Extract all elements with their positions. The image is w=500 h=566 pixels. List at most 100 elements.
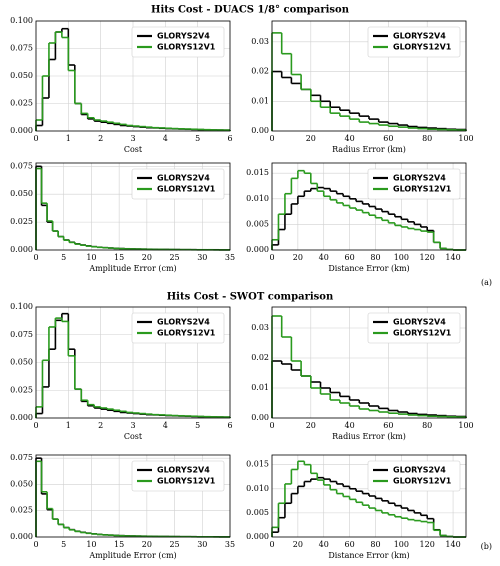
legend-label: GLORYS2V4 bbox=[393, 174, 446, 183]
legend-label: GLORYS12V1 bbox=[393, 329, 452, 338]
x-tick-label: 0 bbox=[269, 540, 274, 549]
y-tick-label: 0.01 bbox=[251, 96, 269, 105]
y-tick-label: 0.075 bbox=[10, 44, 33, 53]
x-axis-label: Amplitude Error (cm) bbox=[88, 551, 176, 560]
x-tick-label: 80 bbox=[370, 540, 380, 549]
y-tick-label: 0.005 bbox=[246, 219, 269, 228]
x-tick-label: 0 bbox=[269, 253, 274, 262]
legend-label: GLORYS12V1 bbox=[393, 43, 452, 52]
x-tick-label: 80 bbox=[370, 253, 380, 262]
x-tick-label: 100 bbox=[394, 253, 409, 262]
y-tick-label: 0.075 bbox=[10, 453, 33, 462]
legend-label: GLORYS2V4 bbox=[393, 466, 446, 475]
axes-frame bbox=[271, 162, 467, 251]
y-tick-label: 0.005 bbox=[246, 508, 269, 517]
x-tick-label: 120 bbox=[420, 253, 435, 262]
y-tick-label: 0.075 bbox=[10, 161, 33, 170]
y-tick-label: 0.000 bbox=[246, 532, 269, 541]
x-tick-label: 40 bbox=[345, 134, 355, 143]
x-axis-label: Distance Error (km) bbox=[328, 264, 409, 273]
y-tick-label: 0.010 bbox=[246, 194, 269, 203]
y-tick-label: 0.02 bbox=[251, 353, 269, 362]
x-tick-label: 1 bbox=[66, 421, 71, 430]
y-tick-label: 0.010 bbox=[246, 484, 269, 493]
y-tick-label: 0.100 bbox=[10, 16, 33, 25]
y-tick-label: 0.00 bbox=[251, 126, 269, 135]
x-tick-label: 60 bbox=[383, 421, 393, 430]
legend-label: GLORYS12V1 bbox=[393, 185, 452, 194]
axes-frame bbox=[35, 306, 231, 419]
x-tick-label: 4 bbox=[163, 421, 168, 430]
y-tick-label: 0.01 bbox=[251, 383, 269, 392]
x-tick-label: 15 bbox=[114, 540, 124, 549]
x-tick-label: 5 bbox=[195, 134, 200, 143]
x-tick-label: 60 bbox=[383, 134, 393, 143]
legend-box bbox=[131, 312, 225, 344]
x-tick-label: 80 bbox=[422, 421, 432, 430]
x-tick-label: 5 bbox=[195, 421, 200, 430]
x-tick-label: 100 bbox=[458, 134, 473, 143]
x-tick-label: 30 bbox=[197, 540, 207, 549]
x-tick-label: 120 bbox=[420, 540, 435, 549]
y-tick-label: 0.03 bbox=[251, 323, 269, 332]
legend-label: GLORYS2V4 bbox=[157, 32, 210, 41]
x-axis-label: Radius Error (km) bbox=[332, 145, 406, 154]
x-tick-label: 6 bbox=[227, 134, 232, 143]
y-tick-label: 0.03 bbox=[251, 37, 269, 46]
section-title: Hits Cost - SWOT comparison bbox=[167, 292, 334, 303]
legend-box bbox=[367, 168, 461, 200]
legend-label: GLORYS12V1 bbox=[157, 43, 216, 52]
x-tick-label: 20 bbox=[142, 253, 152, 262]
x-tick-label: 10 bbox=[86, 540, 96, 549]
y-tick-label: 0.050 bbox=[10, 358, 33, 367]
x-tick-label: 140 bbox=[445, 540, 460, 549]
x-tick-label: 100 bbox=[394, 540, 409, 549]
x-tick-label: 3 bbox=[130, 421, 135, 430]
x-axis-label: Radius Error (km) bbox=[332, 432, 406, 441]
axes-frame bbox=[271, 20, 467, 132]
x-tick-label: 1 bbox=[66, 134, 71, 143]
x-tick-label: 10 bbox=[86, 253, 96, 262]
y-tick-label: 0.050 bbox=[10, 189, 33, 198]
x-tick-label: 80 bbox=[422, 134, 432, 143]
x-tick-label: 60 bbox=[345, 540, 355, 549]
section-label: (b) bbox=[481, 542, 492, 551]
x-tick-label: 15 bbox=[114, 253, 124, 262]
x-tick-label: 60 bbox=[345, 253, 355, 262]
x-tick-label: 20 bbox=[306, 134, 316, 143]
legend-label: GLORYS12V1 bbox=[157, 477, 216, 486]
x-tick-label: 100 bbox=[458, 421, 473, 430]
legend-box bbox=[131, 26, 225, 58]
legend-label: GLORYS2V4 bbox=[157, 174, 210, 183]
x-tick-label: 30 bbox=[197, 253, 207, 262]
legend-label: GLORYS12V1 bbox=[393, 477, 452, 486]
y-tick-label: 0.000 bbox=[10, 413, 33, 422]
x-tick-label: 0 bbox=[33, 421, 38, 430]
section-title: Hits Cost - DUACS 1/8° comparison bbox=[151, 5, 350, 16]
y-tick-label: 0.000 bbox=[10, 532, 33, 541]
x-axis-label: Cost bbox=[124, 145, 143, 154]
x-tick-label: 5 bbox=[61, 253, 66, 262]
x-tick-label: 140 bbox=[445, 253, 460, 262]
legend-label: GLORYS2V4 bbox=[393, 318, 446, 327]
axes-frame bbox=[35, 20, 231, 132]
x-tick-label: 2 bbox=[98, 134, 103, 143]
x-tick-label: 0 bbox=[33, 540, 38, 549]
x-tick-label: 35 bbox=[225, 540, 235, 549]
y-tick-label: 0.025 bbox=[10, 506, 33, 515]
x-tick-label: 2 bbox=[98, 421, 103, 430]
y-tick-label: 0.050 bbox=[10, 479, 33, 488]
section-label: (a) bbox=[481, 278, 492, 287]
x-tick-label: 6 bbox=[227, 421, 232, 430]
x-tick-label: 20 bbox=[142, 540, 152, 549]
y-tick-label: 0.000 bbox=[10, 245, 33, 254]
y-tick-label: 0.025 bbox=[10, 385, 33, 394]
axes-frame bbox=[35, 454, 231, 538]
x-tick-label: 5 bbox=[61, 540, 66, 549]
x-tick-label: 0 bbox=[33, 134, 38, 143]
y-tick-label: 0.050 bbox=[10, 71, 33, 80]
x-tick-label: 20 bbox=[293, 540, 303, 549]
x-tick-label: 40 bbox=[345, 421, 355, 430]
x-tick-label: 25 bbox=[169, 540, 179, 549]
